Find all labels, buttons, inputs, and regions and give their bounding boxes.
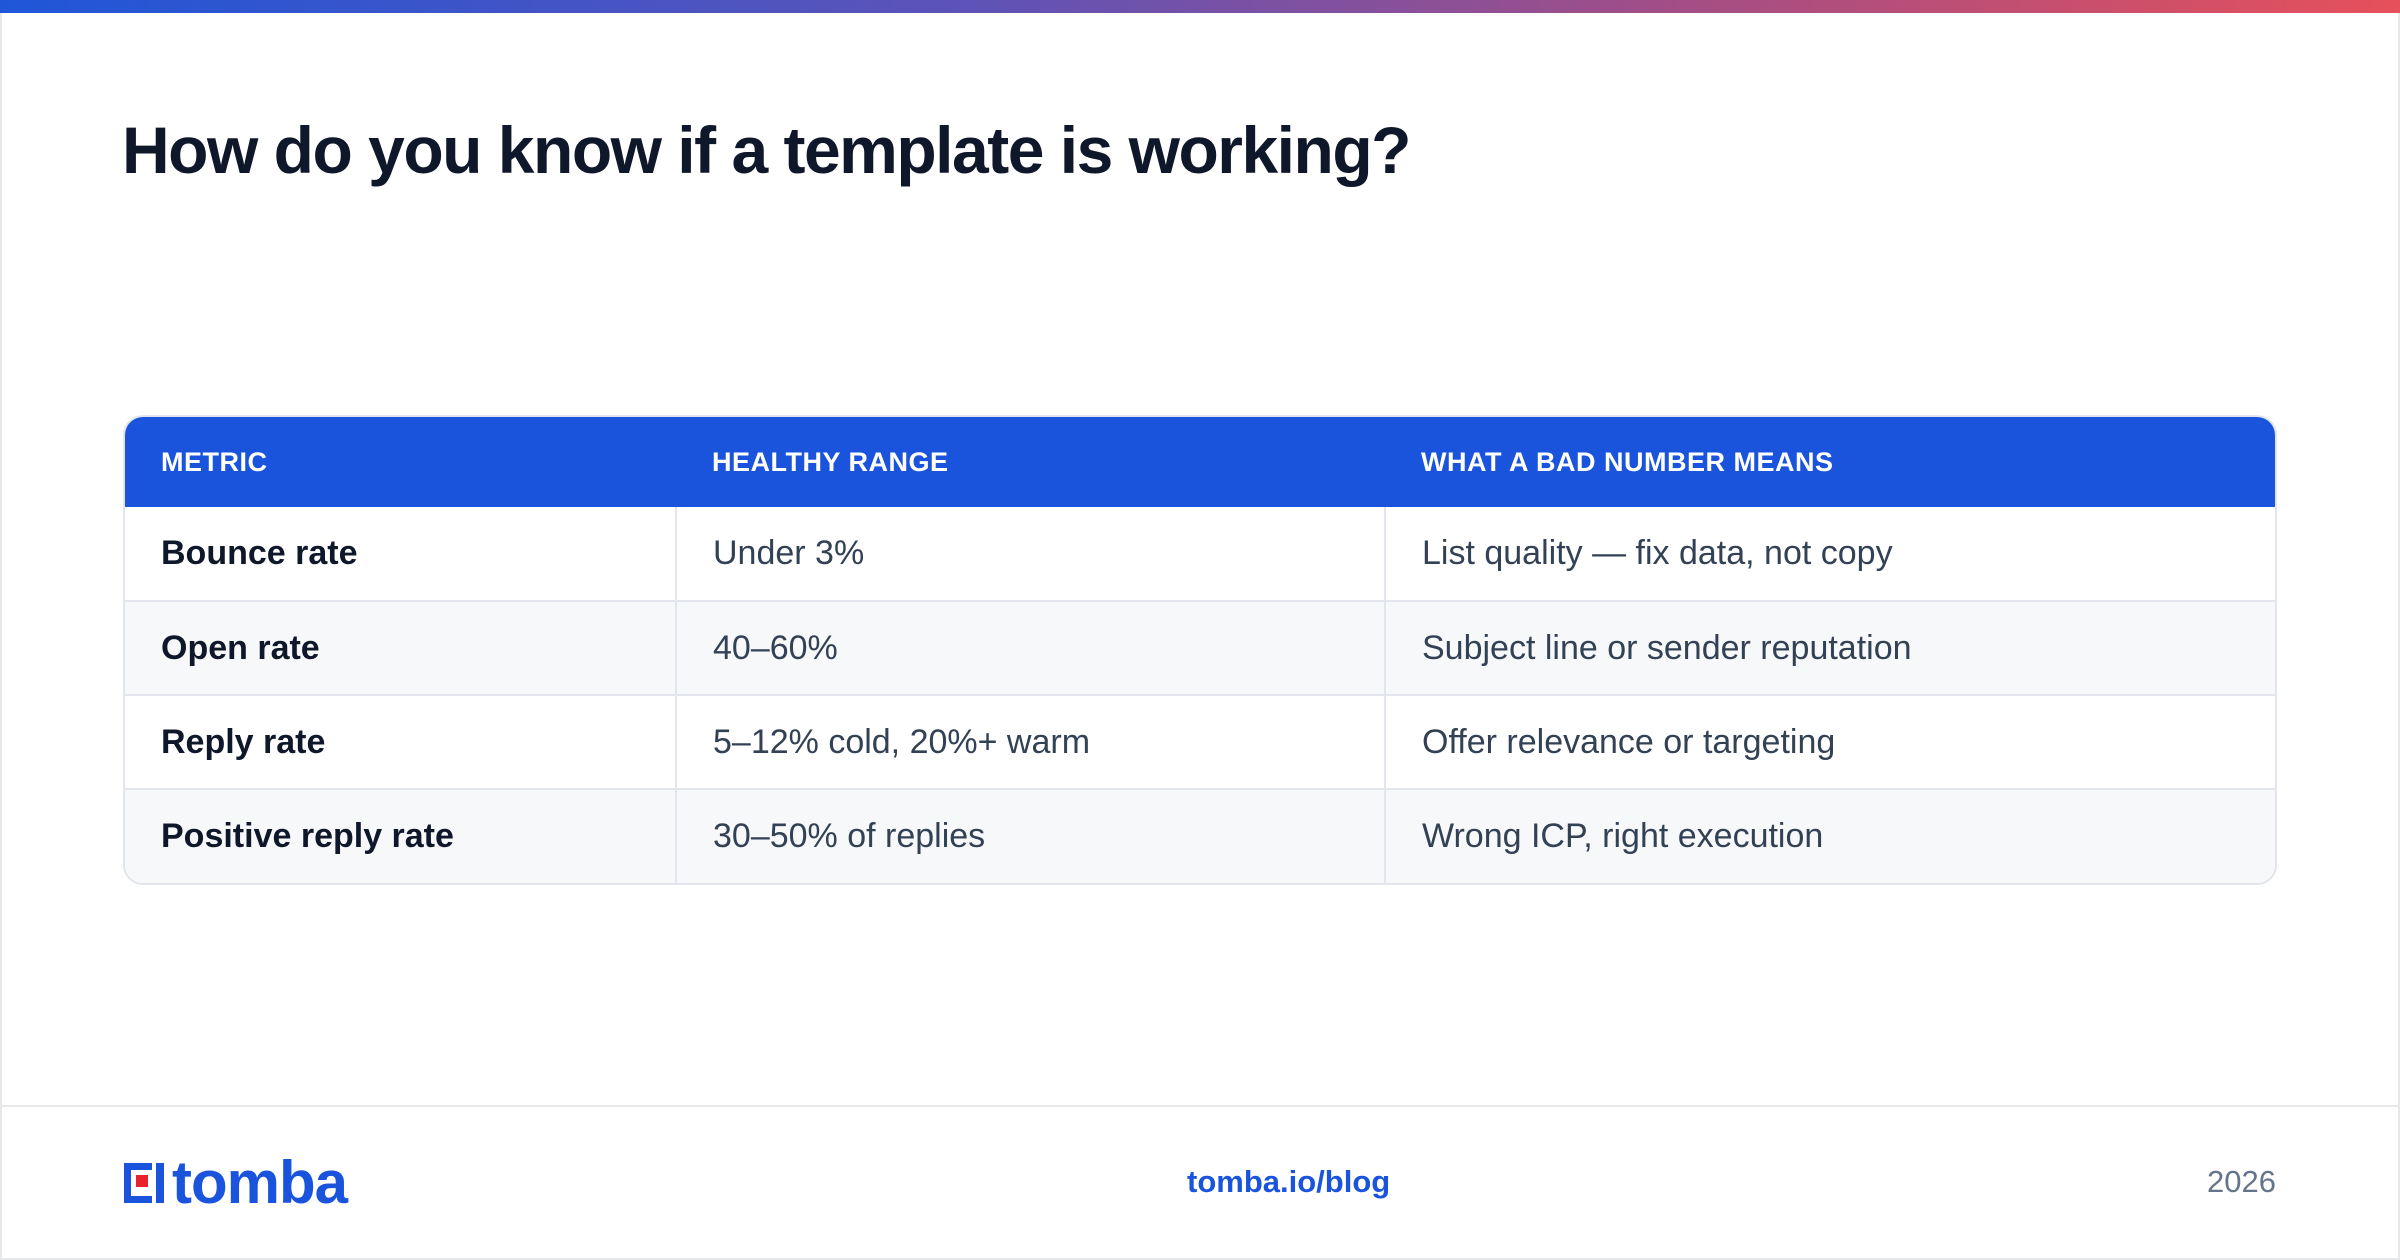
meaning-cell: List quality — fix data, not copy [1384, 507, 2275, 601]
header-metric: METRIC [125, 417, 676, 507]
meaning-cell: Subject line or sender reputation [1384, 600, 2275, 695]
table-row: Positive reply rate 30–50% of replies Wr… [125, 788, 2275, 883]
header-bad-number-meaning: WHAT A BAD NUMBER MEANS [1385, 417, 2275, 507]
meaning-cell: Wrong ICP, right execution [1384, 788, 2275, 883]
range-cell: Under 3% [675, 507, 1385, 601]
footer-divider [0, 1105, 2400, 1107]
table-row: Open rate 40–60% Subject line or sender … [125, 600, 2275, 695]
metrics-table: METRIC HEALTHY RANGE WHAT A BAD NUMBER M… [123, 415, 2277, 885]
range-cell: 5–12% cold, 20%+ warm [675, 694, 1385, 789]
metric-cell: Open rate [125, 600, 676, 695]
table-row: Bounce rate Under 3% List quality — fix … [125, 507, 2275, 601]
brand-logo[interactable]: tomba [122, 1149, 348, 1216]
page-title: How do you know if a template is working… [122, 113, 1411, 187]
metric-cell: Positive reply rate [125, 788, 676, 883]
table-row: Reply rate 5–12% cold, 20%+ warm Offer r… [125, 694, 2275, 789]
meaning-cell: Offer relevance or targeting [1384, 694, 2275, 789]
footer-year: 2026 [2207, 1164, 2276, 1199]
metric-cell: Reply rate [125, 694, 676, 789]
brand-wordmark: tomba [172, 1149, 348, 1216]
header-healthy-range: HEALTHY RANGE [676, 417, 1385, 507]
table-header-row: METRIC HEALTHY RANGE WHAT A BAD NUMBER M… [125, 417, 2275, 507]
blog-link[interactable]: tomba.io/blog [1187, 1164, 1391, 1199]
top-gradient-bar [0, 0, 2400, 13]
range-cell: 30–50% of replies [675, 788, 1385, 883]
range-cell: 40–60% [675, 600, 1385, 695]
metric-cell: Bounce rate [161, 534, 358, 572]
tomba-logo-icon [124, 1163, 164, 1203]
